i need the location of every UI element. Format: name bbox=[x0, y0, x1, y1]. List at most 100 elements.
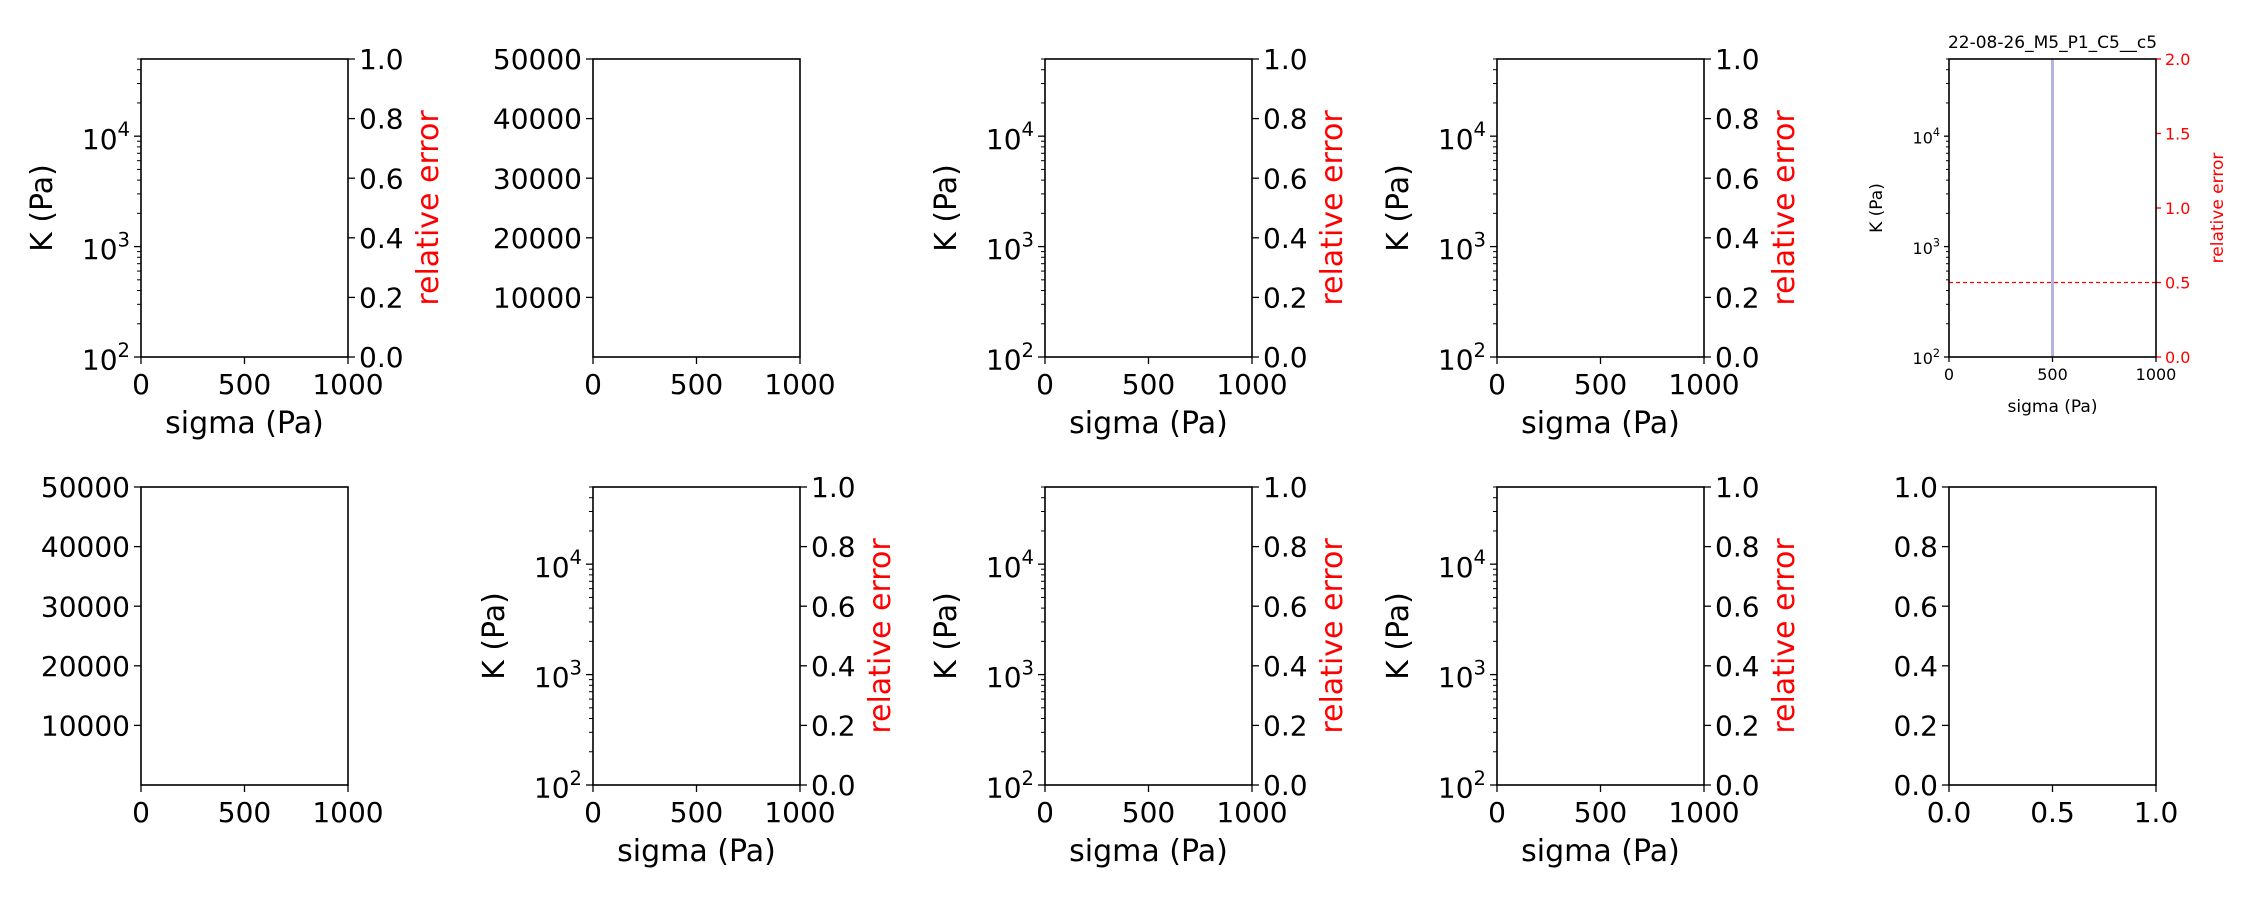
axes-frame bbox=[1044, 58, 1253, 358]
x-tick-label: 1000 bbox=[1216, 796, 1287, 829]
y-tick-label: 0.0 bbox=[1893, 769, 1938, 802]
y2-tick-label: 0.2 bbox=[359, 281, 404, 314]
y2-tick-label: 1.0 bbox=[1263, 471, 1308, 504]
x-tick-label: 500 bbox=[2037, 365, 2068, 384]
y2-tick-label: 0.4 bbox=[1263, 650, 1308, 683]
y2-tick-label: 0.0 bbox=[811, 769, 856, 802]
subplot-3: 0 500 1000 102 103 104 0.0 0.2 0.4 0.6 0.8 1.0 relat… bbox=[929, 43, 1350, 441]
subplot-2: 0 500 1000 10000 20000 30000 40000 50000 bbox=[493, 43, 836, 401]
y-tick-label: 102 bbox=[1438, 339, 1486, 377]
x-tick-label: 0.5 bbox=[2030, 796, 2075, 829]
y2-axis-label: relative error bbox=[1767, 110, 1802, 306]
chart-title: 22-08-26_M5_P1_C5__c5 bbox=[1948, 33, 2157, 53]
x-tick-label: 1000 bbox=[312, 796, 383, 829]
x-tick-label: 0 bbox=[1488, 368, 1506, 401]
subplot-9: 0 500 1000 102 103 104 0.0 0.2 0.4 0.6 0.8 1.0 relat… bbox=[1381, 471, 1802, 869]
y-tick-label: 40000 bbox=[493, 103, 582, 136]
axes-frame bbox=[1496, 58, 1705, 358]
x-axis-label: sigma (Pa) bbox=[1069, 406, 1228, 441]
y-tick-label: 102 bbox=[82, 339, 130, 377]
y-axis-label: K (Pa) bbox=[929, 592, 964, 680]
y2-tick-label: 1.0 bbox=[1263, 43, 1308, 76]
y-tick-label: 0.6 bbox=[1893, 590, 1938, 623]
y2-tick-label: 1.5 bbox=[2165, 124, 2190, 143]
axes-frame bbox=[140, 58, 349, 358]
y2-tick-label: 0.0 bbox=[1715, 341, 1760, 374]
y-tick-label: 103 bbox=[82, 229, 130, 267]
y2-tick-label: 1.0 bbox=[811, 471, 856, 504]
y2-tick-label: 0.5 bbox=[2165, 273, 2190, 292]
y-tick-label: 103 bbox=[1913, 237, 1940, 258]
x-tick-label: 0 bbox=[584, 368, 602, 401]
y-tick-label: 10000 bbox=[493, 281, 582, 314]
y2-tick-label: 0.8 bbox=[359, 103, 404, 136]
y2-axis-label: relative error bbox=[411, 110, 446, 306]
y-tick-label: 30000 bbox=[41, 590, 130, 623]
x-tick-label: 0 bbox=[1944, 365, 1954, 384]
y2-tick-label: 1.0 bbox=[1715, 471, 1760, 504]
x-tick-label: 0 bbox=[1036, 368, 1054, 401]
y-axis-label: K (Pa) bbox=[1381, 164, 1416, 252]
x-axis-label: sigma (Pa) bbox=[1521, 406, 1680, 441]
y2-tick-label: 0.8 bbox=[1263, 103, 1308, 136]
x-tick-label: 500 bbox=[1574, 368, 1627, 401]
subplot-5: 0 500 1000 102 103 104 0.0 0.5 1.0 1.5 2.0 relative… bbox=[1867, 33, 2228, 417]
y-tick-label: 103 bbox=[1438, 229, 1486, 267]
x-tick-label: 1000 bbox=[764, 368, 835, 401]
y2-axis-label: relative error bbox=[1315, 538, 1350, 734]
y-tick-label: 102 bbox=[534, 767, 582, 805]
x-tick-label: 0.0 bbox=[1927, 796, 1972, 829]
y2-tick-label: 1.0 bbox=[359, 43, 404, 76]
y-axis-label: K (Pa) bbox=[1381, 592, 1416, 680]
y-tick-label: 104 bbox=[1438, 546, 1486, 584]
y2-tick-label: 0.8 bbox=[811, 531, 856, 564]
y-tick-label: 103 bbox=[1438, 657, 1486, 695]
y2-tick-label: 0.0 bbox=[1263, 341, 1308, 374]
axes-frame bbox=[1948, 58, 2157, 358]
x-tick-label: 0 bbox=[132, 796, 150, 829]
y2-tick-label: 0.6 bbox=[1263, 590, 1308, 623]
x-tick-label: 500 bbox=[1122, 796, 1175, 829]
y2-tick-label: 0.6 bbox=[1263, 162, 1308, 195]
y-tick-label: 103 bbox=[534, 657, 582, 695]
y-tick-label: 0.8 bbox=[1893, 531, 1938, 564]
x-axis-label: sigma (Pa) bbox=[617, 834, 776, 869]
y-tick-label: 50000 bbox=[41, 471, 130, 504]
y2-tick-label: 0.2 bbox=[1263, 281, 1308, 314]
x-tick-label: 1000 bbox=[1216, 368, 1287, 401]
x-tick-label: 500 bbox=[218, 796, 271, 829]
y2-tick-label: 0.0 bbox=[2165, 348, 2190, 367]
y-tick-label: 0.4 bbox=[1893, 650, 1938, 683]
y-tick-label: 30000 bbox=[493, 162, 582, 195]
y-tick-label: 10000 bbox=[41, 709, 130, 742]
y-tick-label: 102 bbox=[1913, 347, 1940, 368]
y-axis-label: K (Pa) bbox=[25, 164, 60, 252]
axes-frame bbox=[1044, 486, 1253, 786]
x-tick-label: 500 bbox=[1574, 796, 1627, 829]
y-tick-label: 103 bbox=[986, 229, 1034, 267]
y-axis-label: K (Pa) bbox=[477, 592, 512, 680]
x-axis-label: sigma (Pa) bbox=[1521, 834, 1680, 869]
y2-tick-label: 1.0 bbox=[2165, 199, 2190, 218]
y-tick-label: 102 bbox=[1438, 767, 1486, 805]
x-tick-label: 500 bbox=[670, 796, 723, 829]
y2-tick-label: 0.6 bbox=[1715, 162, 1760, 195]
subplot-7: 0 500 1000 102 103 104 0.0 0.2 0.4 0.6 0.8 1.0 relat… bbox=[477, 471, 898, 869]
x-axis-label: sigma (Pa) bbox=[165, 406, 324, 441]
y2-tick-label: 0.4 bbox=[811, 650, 856, 683]
y2-tick-label: 0.4 bbox=[359, 222, 404, 255]
y2-tick-label: 1.0 bbox=[1715, 43, 1760, 76]
x-tick-label: 1000 bbox=[764, 796, 835, 829]
x-tick-label: 1.0 bbox=[2134, 796, 2179, 829]
axes-frame bbox=[1948, 486, 2157, 786]
y2-tick-label: 0.8 bbox=[1263, 531, 1308, 564]
y-tick-label: 104 bbox=[1438, 118, 1486, 156]
y2-tick-label: 0.0 bbox=[1715, 769, 1760, 802]
y-tick-label: 0.2 bbox=[1893, 709, 1938, 742]
y2-tick-label: 0.6 bbox=[359, 162, 404, 195]
y2-tick-label: 0.2 bbox=[811, 709, 856, 742]
axes-frame bbox=[1496, 486, 1705, 786]
y-tick-label: 102 bbox=[986, 767, 1034, 805]
y-tick-label: 40000 bbox=[41, 531, 130, 564]
